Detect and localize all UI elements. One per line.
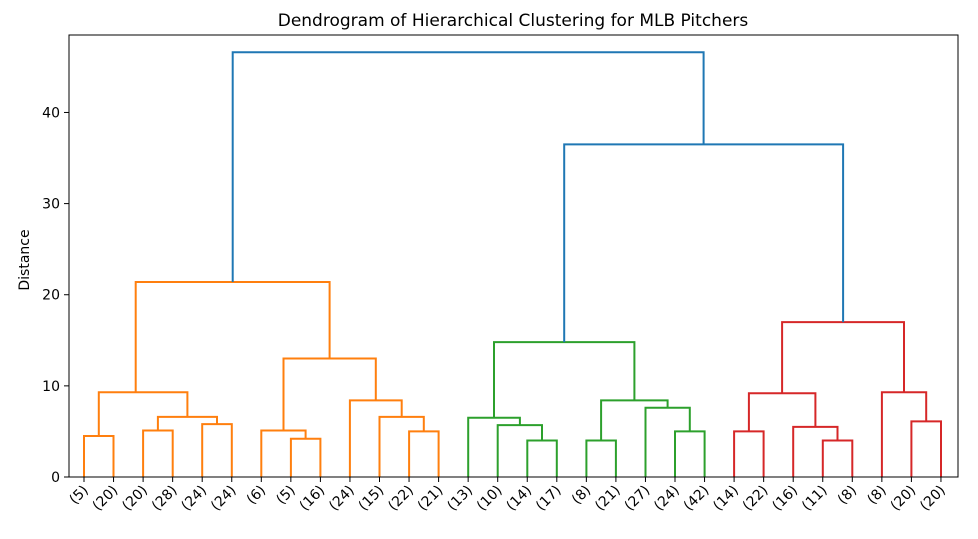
leaf-label: (6) [244, 483, 269, 508]
merge-link-27 [781, 321, 905, 394]
leaf-label: (24) [208, 483, 240, 515]
leaf-label: (13) [444, 483, 476, 515]
merge-link-16 [585, 439, 617, 477]
leaf-label: (11) [799, 483, 831, 515]
leaf-label: (20) [917, 483, 949, 515]
leaf-label: (21) [592, 483, 624, 515]
leaf-label: (42) [681, 483, 713, 515]
merge-link-21 [733, 430, 765, 477]
leaf-label: (21) [415, 483, 447, 515]
merge-link-18 [644, 406, 691, 477]
y-axis: 0 10 20 30 40 [42, 105, 69, 486]
merge-link-10 [348, 399, 403, 477]
merge-link-14 [496, 424, 543, 477]
y-tick-label: 30 [42, 197, 60, 213]
leaf-label: (22) [385, 483, 417, 515]
chart-title: Dendrogram of Hierarchical Clustering fo… [278, 11, 749, 31]
y-tick-label: 20 [42, 288, 60, 304]
merge-link-20 [493, 341, 636, 418]
merge-link-5 [97, 391, 189, 436]
dendrogram-links [83, 51, 942, 477]
y-tick-label: 10 [42, 379, 60, 395]
leaf-label: (8) [864, 483, 889, 508]
merge-link-2 [142, 429, 174, 477]
x-axis: (5)(20)(20)(28)(24)(24) (6) (5)(16)(24)(15… [66, 477, 949, 515]
leaf-label: (22) [740, 483, 772, 515]
leaf-label: (14) [503, 483, 535, 515]
leaf-label: (17) [533, 483, 565, 515]
leaf-label: (15) [356, 483, 388, 515]
y-axis-label: Distance [17, 229, 33, 290]
merge-link-22 [821, 439, 854, 477]
merge-link-24 [747, 392, 817, 432]
leaf-label: (20) [888, 483, 920, 515]
merge-link-19 [600, 399, 669, 441]
plot-frame [68, 34, 959, 478]
leaf-label: (24) [326, 483, 358, 515]
leaf-label: (24) [651, 483, 683, 515]
merge-link-8 [408, 430, 440, 477]
leaf-label: (5) [66, 483, 91, 508]
leaf-label: (16) [297, 483, 329, 515]
leaf-label: (24) [178, 483, 210, 515]
merge-link-11 [282, 357, 377, 431]
leaf-label: (5) [273, 483, 298, 508]
merge-link-15 [467, 416, 521, 477]
y-tick-label: 0 [51, 470, 60, 486]
merge-link-1 [83, 435, 115, 477]
leaf-label: (10) [474, 483, 506, 515]
leaf-label: (20) [119, 483, 151, 515]
merge-link-3 [201, 423, 233, 477]
merge-link-23 [792, 425, 839, 477]
leaf-label: (14) [710, 483, 742, 515]
merge-link-13 [526, 439, 558, 477]
leaf-label: (8) [835, 483, 860, 508]
leaf-label: (28) [149, 483, 181, 515]
merge-link-26 [880, 391, 928, 477]
leaf-label: (16) [769, 483, 801, 515]
merge-link-28 [563, 143, 845, 343]
leaf-label: (8) [569, 483, 594, 508]
merge-link-7 [260, 429, 307, 477]
merge-link-6 [289, 437, 322, 477]
leaf-label: (20) [90, 483, 122, 515]
merge-link-25 [910, 420, 942, 477]
merge-link-9 [378, 415, 425, 477]
leaf-label: (27) [622, 483, 654, 515]
merge-link-17 [674, 430, 706, 477]
merge-link-29 [231, 51, 705, 282]
y-tick-label: 40 [42, 105, 60, 121]
merge-link-12 [134, 281, 331, 393]
